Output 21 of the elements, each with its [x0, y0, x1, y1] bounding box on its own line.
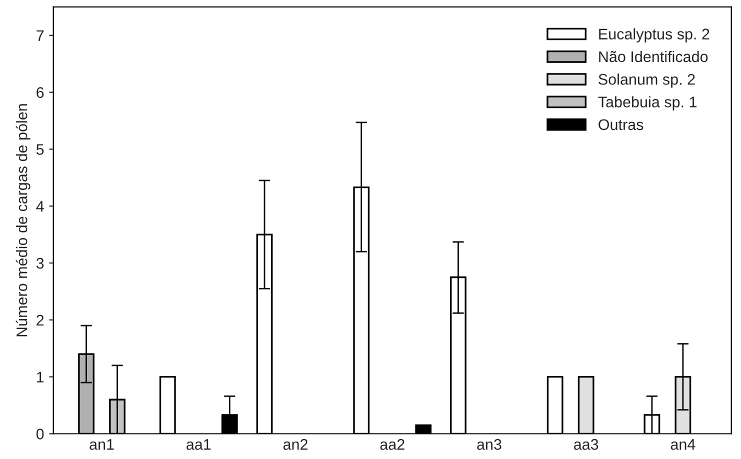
x-tick-label: an2	[283, 439, 308, 450]
y-tick-label: 7	[36, 30, 44, 41]
x-tick-label: aa3	[574, 439, 598, 450]
x-tick-label: an1	[90, 439, 114, 450]
y-tick-label: 2	[36, 314, 44, 326]
y-tick-label: 4	[36, 201, 44, 212]
x-tick-label: an4	[670, 439, 696, 450]
x-tick-label: aa2	[380, 439, 404, 450]
legend-label: Outras	[598, 119, 644, 130]
y-tick-label: 5	[36, 144, 44, 155]
x-tick-label: aa1	[186, 439, 211, 450]
y-tick-label: 6	[36, 87, 44, 98]
legend-label: Tabebuia sp. 1	[598, 96, 697, 110]
y-tick-label: 0	[36, 428, 44, 440]
x-tick-label: an3	[477, 439, 502, 450]
y-tick-label: 1	[36, 372, 44, 382]
legend-label: Solanum sp. 2	[598, 74, 695, 88]
y-axis-title: Número médio de cargas de pólen	[16, 104, 30, 336]
legend-label: Não Identificado	[599, 50, 708, 62]
y-tick-label: 3	[36, 258, 44, 269]
legend-label: Eucalyptus sp. 2	[599, 28, 710, 43]
